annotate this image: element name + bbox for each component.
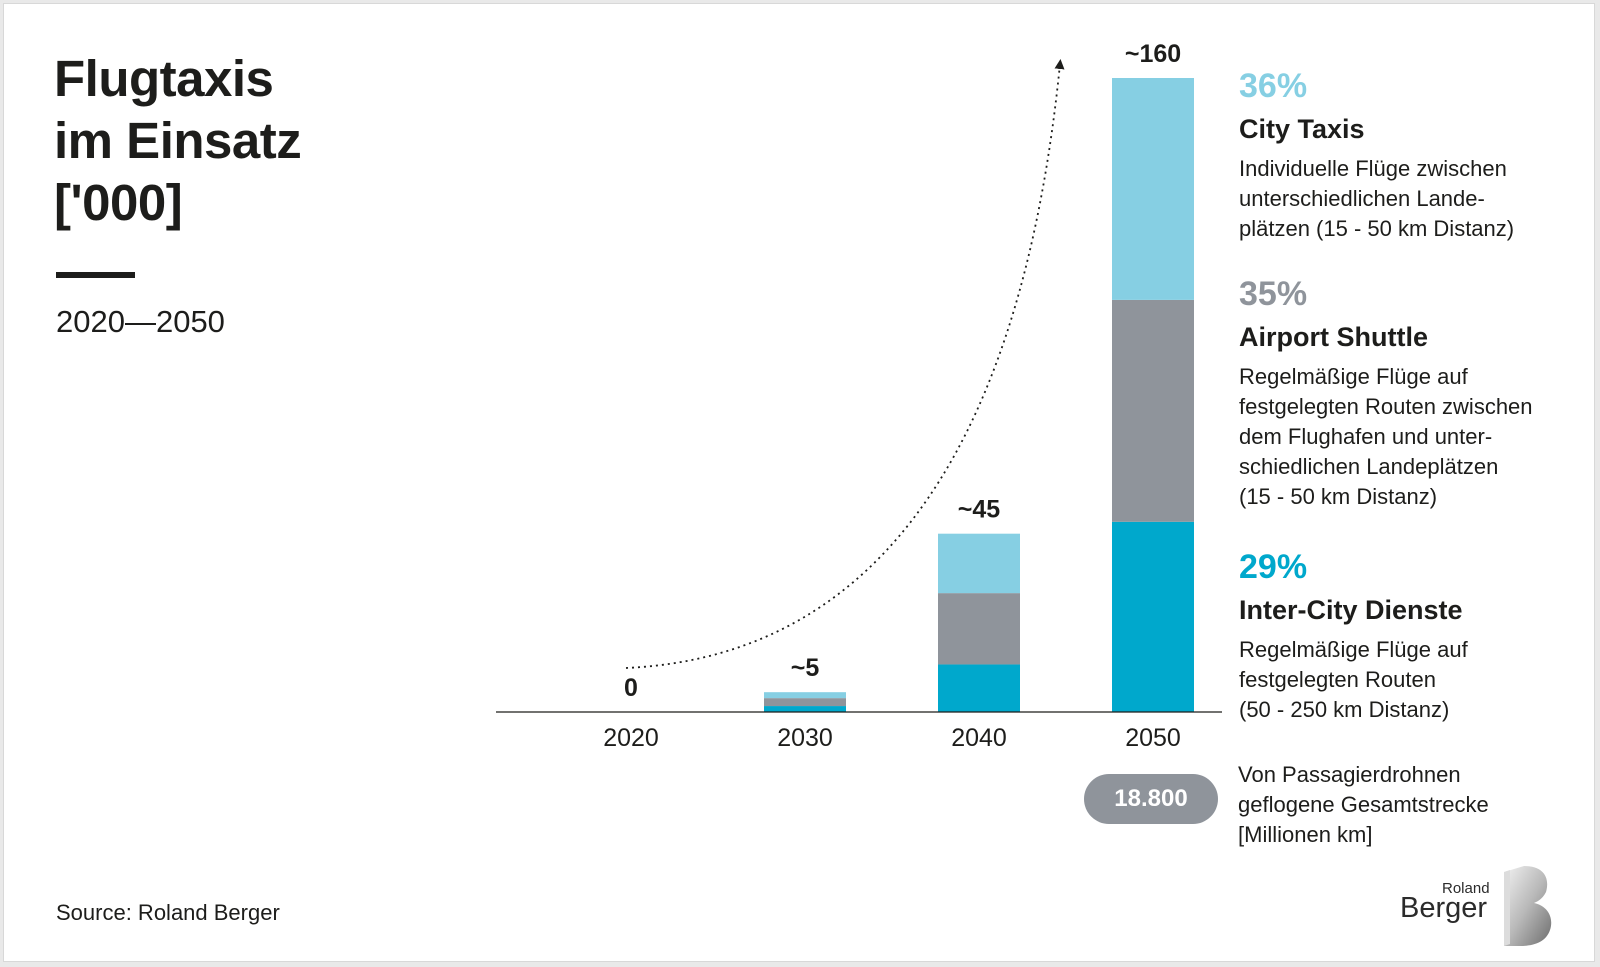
x-tick-label-2030: 2030: [777, 724, 833, 752]
legend-desc-line: festgelegten Routen: [1239, 667, 1436, 692]
legend-desc-line: Individuelle Flüge zwischen: [1239, 156, 1507, 181]
bar-total-label-2050: ~160: [1125, 40, 1181, 68]
distance-desc-line: Von Passagierdrohnen: [1238, 762, 1461, 787]
legend-name: Inter-City Dienste: [1239, 595, 1463, 625]
legend-desc-line: plätzen (15 - 50 km Distanz): [1239, 216, 1515, 241]
legend-description: Regelmäßige Flüge auf festgelegten Route…: [1239, 362, 1569, 512]
legend-item-city-taxis: 36% City Taxis Individuelle Flüge zwisch…: [1239, 66, 1569, 244]
legend-desc-line: festgelegten Routen zwischen: [1239, 394, 1533, 419]
infographic-card: Flugtaxis im Einsatz ['000] 2020—2050 0 2…: [3, 3, 1595, 962]
stacked-bar-chart: 0 2020 ~5 2030 ~45 2040 ~160 2050: [496, 40, 1222, 752]
page-subtitle: 2020—2050: [56, 304, 225, 339]
legend-desc-line: schiedlichen Landeplätzen: [1239, 454, 1499, 479]
bar-segment-inter-city-dienste-2030: [764, 706, 846, 712]
bar-segment-airport-shuttle-2050: [1112, 299, 1194, 522]
legend-percent: 36%: [1239, 67, 1308, 105]
bar-segment-airport-shuttle-2040: [938, 593, 1020, 665]
legend-desc-line: dem Flughafen und unter-: [1239, 424, 1493, 449]
x-tick-label-2050: 2050: [1125, 724, 1181, 752]
bar-segment-airport-shuttle-2030: [764, 698, 846, 707]
legend-percent: 35%: [1239, 275, 1308, 313]
legend-item-airport-shuttle: 35% Airport Shuttle Regelmäßige Flüge au…: [1239, 274, 1569, 512]
logo-text-berger: Berger: [1400, 892, 1488, 924]
legend-desc-line: (15 - 50 km Distanz): [1239, 484, 1438, 509]
bars-layer: [764, 78, 1194, 712]
legend-description: Individuelle Flüge zwischen unterschiedl…: [1239, 154, 1569, 244]
title-line-3: ['000]: [54, 174, 183, 231]
logo-text-roland: Roland: [1442, 880, 1490, 897]
title-line-1: Flugtaxis: [54, 50, 274, 107]
legend-desc-line: Regelmäßige Flüge auf: [1239, 364, 1468, 389]
distance-desc-line: [Millionen km]: [1238, 822, 1373, 847]
legend-desc-line: Regelmäßige Flüge auf: [1239, 637, 1468, 662]
title-line-2: im Einsatz: [54, 112, 302, 169]
distance-description: Von Passagierdrohnen geflogene Gesamtstr…: [1238, 760, 1538, 850]
bar-segment-city-taxis-2050: [1112, 78, 1194, 300]
legend-desc-line: (50 - 250 km Distanz): [1239, 697, 1450, 722]
distance-badge: 18.800: [1084, 774, 1218, 824]
source-note: Source: Roland Berger: [56, 900, 280, 925]
title-divider: [56, 272, 135, 278]
bar-segment-inter-city-dienste-2040: [938, 664, 1020, 712]
trend-arrow: [625, 59, 1065, 669]
legend-description: Regelmäßige Flüge auf festgelegten Route…: [1239, 635, 1569, 725]
roland-berger-logo: Roland Berger: [1400, 866, 1560, 946]
bar-segment-city-taxis-2030: [764, 692, 846, 699]
bar-segment-city-taxis-2040: [938, 533, 1020, 594]
bar-total-label-2020: 0: [624, 674, 638, 702]
page-title: Flugtaxis im Einsatz ['000]: [54, 48, 414, 234]
legend-name: Airport Shuttle: [1239, 322, 1428, 352]
legend-desc-line: unterschiedlichen Lande-: [1239, 186, 1485, 211]
logo-b-icon: [1504, 866, 1552, 946]
labels-layer: 0 2020 ~5 2030 ~45 2040 ~160 2050: [603, 40, 1181, 752]
bar-total-label-2040: ~45: [958, 496, 1001, 524]
bar-segment-inter-city-dienste-2050: [1112, 521, 1194, 712]
legend-name: City Taxis: [1239, 114, 1365, 144]
distance-desc-line: geflogene Gesamtstrecke: [1238, 792, 1489, 817]
bar-total-label-2030: ~5: [791, 654, 820, 682]
legend-item-inter-city: 29% Inter-City Dienste Regelmäßige Flüge…: [1239, 547, 1569, 725]
legend-percent: 29%: [1239, 548, 1308, 586]
x-tick-label-2040: 2040: [951, 724, 1007, 752]
x-tick-label-2020: 2020: [603, 724, 659, 752]
